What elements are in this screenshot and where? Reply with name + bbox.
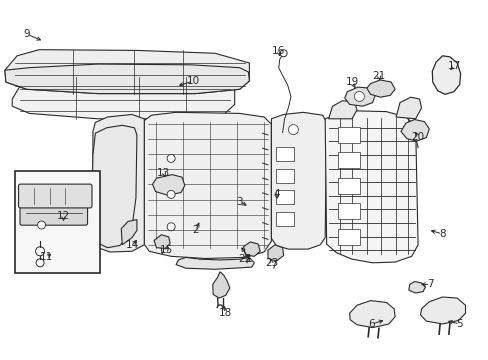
Text: 5: 5: [455, 319, 462, 329]
Circle shape: [36, 247, 44, 256]
Text: 17: 17: [447, 60, 461, 71]
Text: 8: 8: [438, 229, 445, 239]
Polygon shape: [152, 175, 184, 195]
Text: 19: 19: [345, 77, 358, 87]
Polygon shape: [5, 64, 249, 94]
Text: 21: 21: [371, 71, 385, 81]
Polygon shape: [400, 120, 428, 141]
Polygon shape: [325, 111, 417, 263]
Bar: [337, 178, 359, 194]
Bar: [337, 153, 359, 168]
Bar: [337, 229, 359, 245]
Polygon shape: [144, 112, 271, 258]
Polygon shape: [344, 87, 375, 106]
Circle shape: [167, 190, 175, 198]
Polygon shape: [267, 245, 283, 261]
Text: 23: 23: [264, 258, 278, 268]
Circle shape: [280, 50, 286, 57]
Bar: [275, 190, 293, 204]
Text: 3: 3: [236, 197, 243, 207]
Polygon shape: [5, 50, 249, 94]
Text: 1: 1: [245, 254, 252, 264]
Text: 16: 16: [271, 46, 285, 56]
Polygon shape: [349, 301, 394, 328]
FancyBboxPatch shape: [20, 198, 87, 225]
Text: 14: 14: [125, 240, 139, 250]
Polygon shape: [154, 235, 170, 248]
Bar: [275, 212, 293, 226]
Bar: [275, 169, 293, 183]
Polygon shape: [431, 56, 460, 94]
Polygon shape: [366, 80, 394, 97]
Bar: [275, 147, 293, 161]
Text: 6: 6: [367, 319, 374, 329]
Polygon shape: [420, 297, 465, 324]
Text: 20: 20: [411, 132, 424, 142]
Circle shape: [167, 154, 175, 162]
Text: 13: 13: [157, 168, 170, 178]
Polygon shape: [212, 272, 229, 298]
Text: 10: 10: [186, 76, 199, 86]
Text: 15: 15: [159, 245, 173, 255]
Polygon shape: [328, 101, 356, 119]
Bar: [337, 127, 359, 143]
Circle shape: [167, 223, 175, 231]
Polygon shape: [121, 220, 137, 245]
Text: 18: 18: [218, 308, 231, 318]
Polygon shape: [243, 242, 260, 256]
Polygon shape: [12, 77, 234, 119]
Circle shape: [36, 259, 44, 267]
Text: 11: 11: [40, 252, 53, 262]
FancyBboxPatch shape: [19, 184, 92, 208]
Text: 22: 22: [237, 254, 251, 264]
Text: 2: 2: [192, 225, 199, 235]
Circle shape: [354, 91, 364, 102]
Polygon shape: [92, 125, 137, 248]
Polygon shape: [395, 97, 421, 119]
Text: 9: 9: [23, 29, 30, 39]
Polygon shape: [93, 114, 144, 252]
Polygon shape: [271, 112, 326, 249]
Text: 12: 12: [57, 211, 70, 221]
Text: 7: 7: [426, 279, 433, 289]
Circle shape: [38, 221, 45, 229]
Circle shape: [288, 125, 298, 135]
Polygon shape: [176, 257, 254, 269]
Polygon shape: [408, 282, 425, 293]
Text: 4: 4: [272, 189, 279, 199]
Bar: [15, 171, 100, 273]
Bar: [337, 203, 359, 219]
